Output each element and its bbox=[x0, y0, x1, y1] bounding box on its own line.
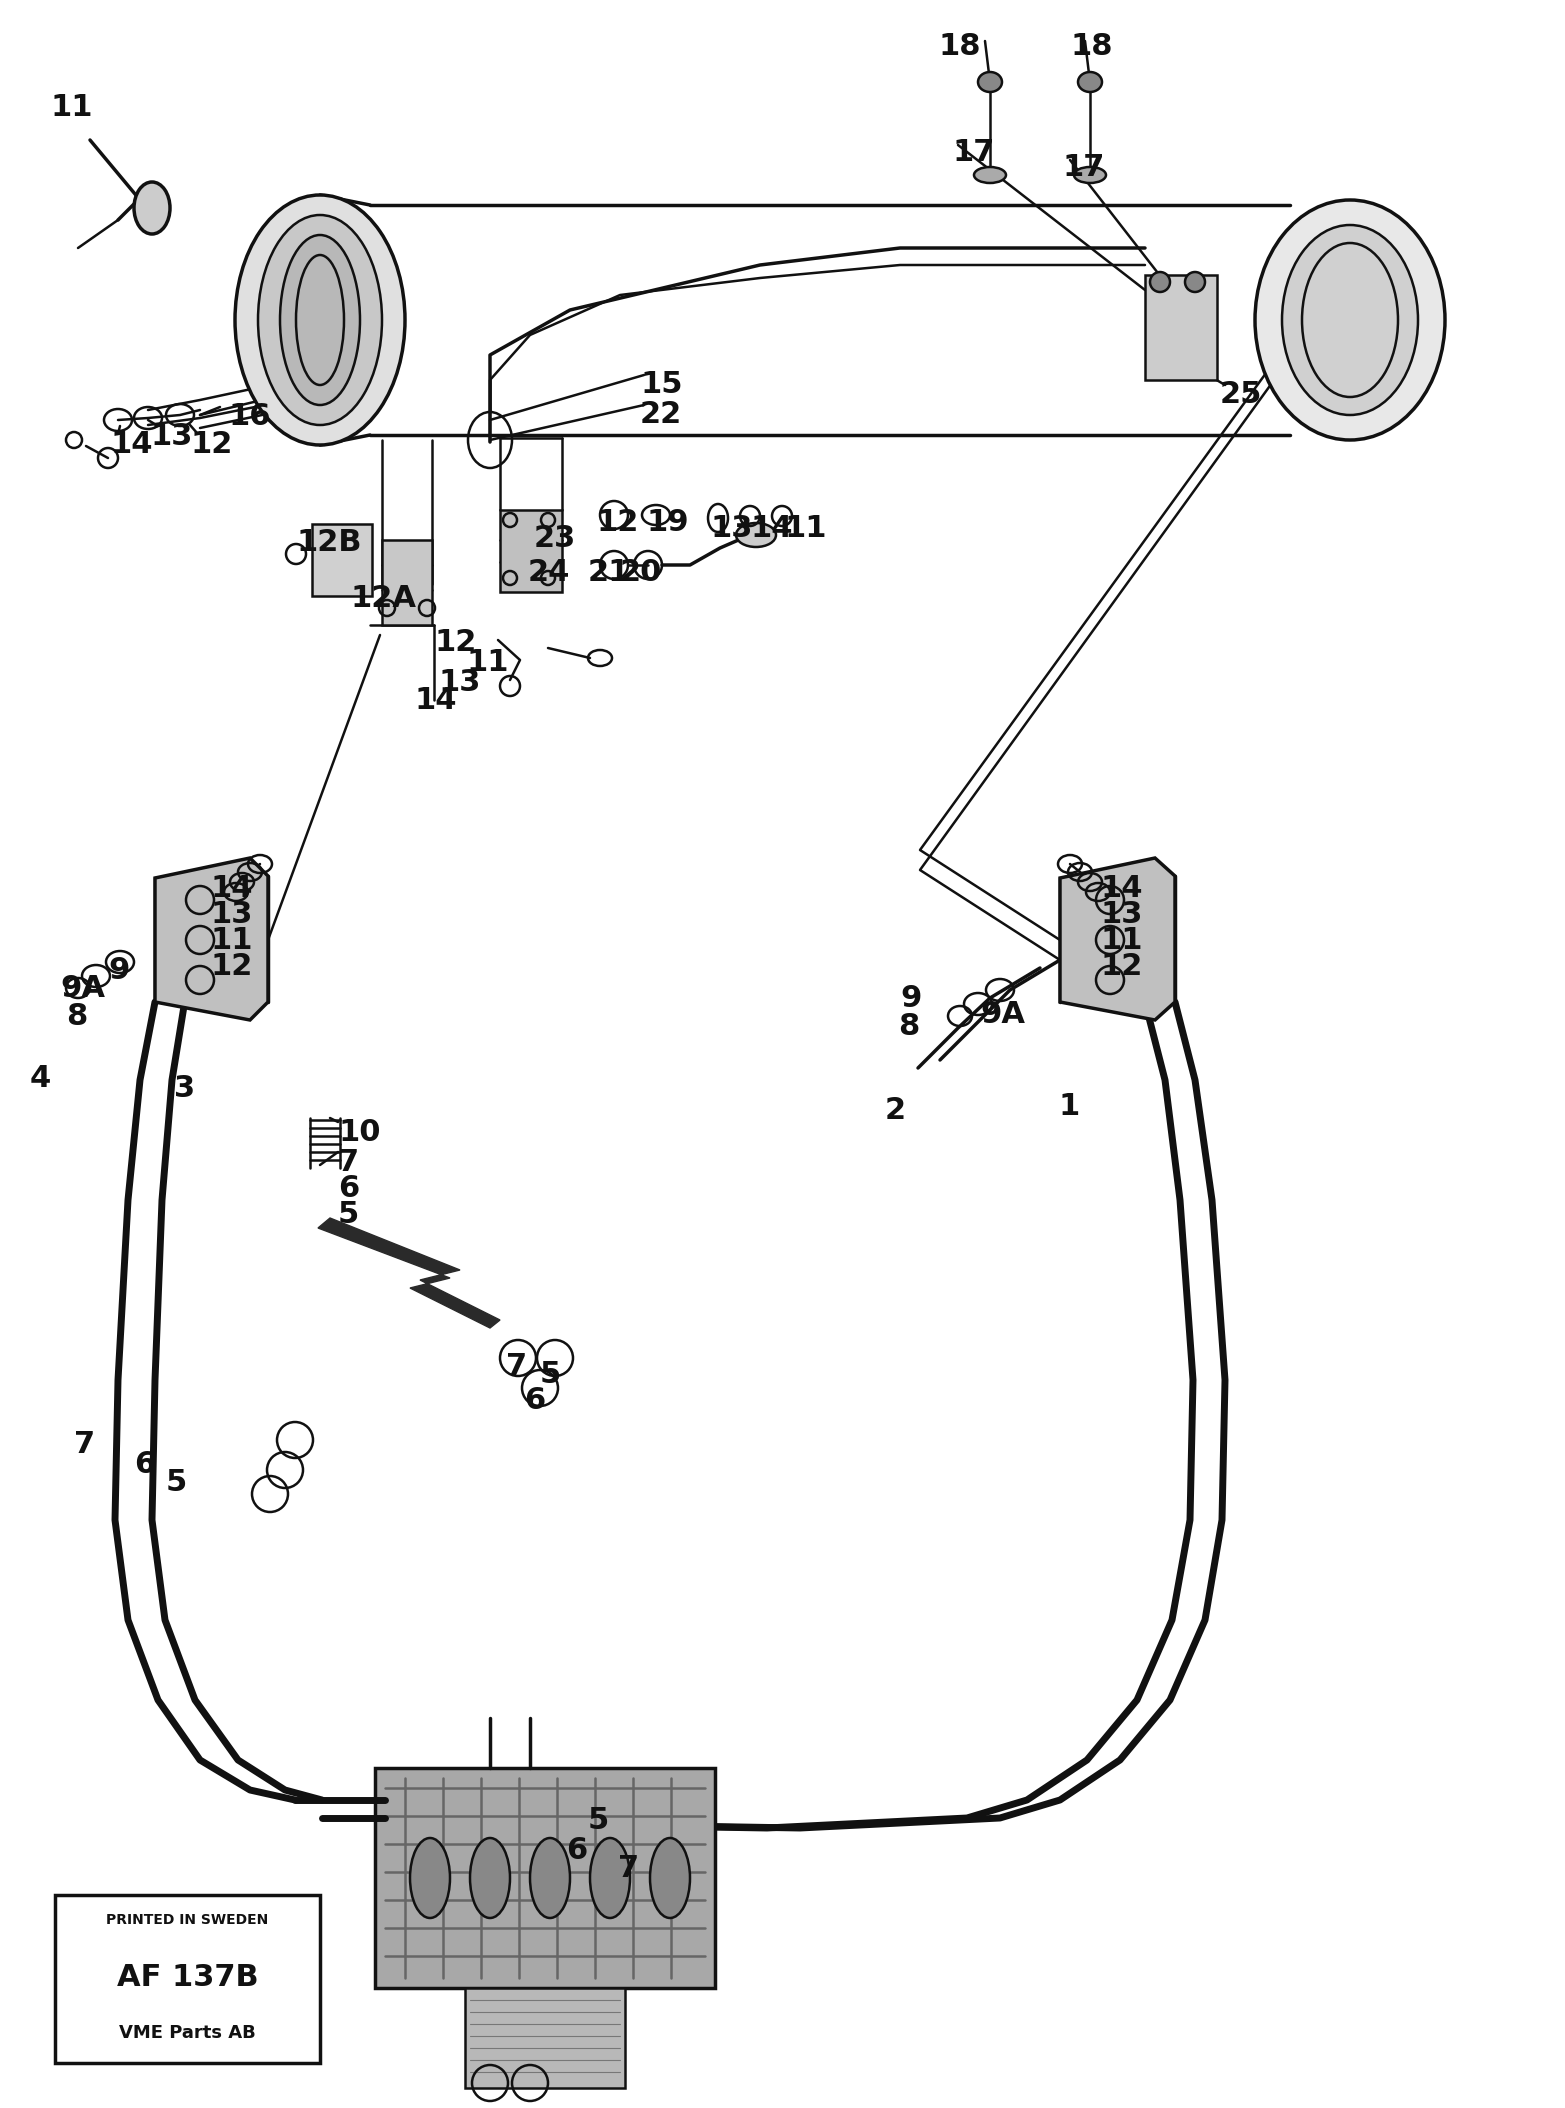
Text: 12: 12 bbox=[1100, 953, 1142, 980]
Text: 12: 12 bbox=[434, 628, 476, 658]
Text: 14: 14 bbox=[210, 875, 252, 902]
Text: 17: 17 bbox=[1063, 154, 1105, 181]
Text: 12A: 12A bbox=[351, 584, 416, 613]
Ellipse shape bbox=[135, 181, 171, 234]
Text: 11: 11 bbox=[784, 514, 826, 544]
Ellipse shape bbox=[1074, 167, 1106, 183]
Ellipse shape bbox=[410, 1838, 451, 1918]
Ellipse shape bbox=[973, 167, 1006, 183]
Bar bbox=[311, 525, 372, 597]
Text: 12: 12 bbox=[189, 430, 232, 460]
Ellipse shape bbox=[649, 1838, 690, 1918]
Text: 3: 3 bbox=[174, 1073, 196, 1102]
Text: 6: 6 bbox=[567, 1836, 587, 1866]
Text: 20: 20 bbox=[620, 559, 662, 586]
Ellipse shape bbox=[280, 234, 360, 405]
Text: 4: 4 bbox=[30, 1065, 52, 1094]
Polygon shape bbox=[1146, 274, 1218, 379]
Bar bbox=[55, 1895, 319, 2064]
Text: 11: 11 bbox=[210, 925, 252, 955]
Text: 5: 5 bbox=[338, 1199, 360, 1229]
Text: 21: 21 bbox=[588, 559, 631, 586]
Polygon shape bbox=[318, 1218, 499, 1328]
Text: 6: 6 bbox=[135, 1450, 155, 1480]
Text: 16: 16 bbox=[228, 403, 271, 430]
Text: 22: 22 bbox=[640, 401, 682, 430]
Bar bbox=[382, 540, 432, 624]
Ellipse shape bbox=[470, 1838, 510, 1918]
Text: 13: 13 bbox=[210, 900, 252, 930]
Text: 14: 14 bbox=[750, 514, 792, 544]
Ellipse shape bbox=[1150, 272, 1171, 293]
Text: 12B: 12B bbox=[296, 527, 362, 557]
Text: 11: 11 bbox=[1100, 925, 1142, 955]
Polygon shape bbox=[155, 858, 268, 1020]
Ellipse shape bbox=[590, 1838, 631, 1918]
Ellipse shape bbox=[1282, 226, 1418, 415]
Text: 18: 18 bbox=[937, 32, 981, 61]
Text: 8: 8 bbox=[898, 1012, 919, 1041]
Ellipse shape bbox=[1185, 272, 1205, 293]
Text: VME Parts AB: VME Parts AB bbox=[119, 2024, 255, 2043]
Text: 24: 24 bbox=[527, 559, 570, 586]
Text: 12: 12 bbox=[210, 953, 252, 980]
Text: 11: 11 bbox=[50, 93, 94, 122]
Text: 13: 13 bbox=[438, 668, 480, 698]
Ellipse shape bbox=[235, 196, 405, 445]
Ellipse shape bbox=[1078, 72, 1102, 93]
Text: 5: 5 bbox=[540, 1360, 562, 1389]
Text: PRINTED IN SWEDEN: PRINTED IN SWEDEN bbox=[106, 1914, 269, 1927]
Text: AF 137B: AF 137B bbox=[117, 1963, 258, 1992]
Text: 7: 7 bbox=[505, 1351, 527, 1381]
Text: 9A: 9A bbox=[59, 974, 105, 1003]
Bar bbox=[499, 510, 562, 592]
Bar bbox=[465, 1988, 624, 2089]
Text: 17: 17 bbox=[952, 137, 994, 167]
Text: 13: 13 bbox=[150, 422, 192, 451]
Polygon shape bbox=[1060, 858, 1175, 1020]
Ellipse shape bbox=[736, 523, 776, 546]
Text: 9: 9 bbox=[900, 984, 922, 1014]
Text: 7: 7 bbox=[338, 1149, 358, 1176]
Text: 18: 18 bbox=[1070, 32, 1113, 61]
Text: 10: 10 bbox=[338, 1117, 380, 1147]
Text: 14: 14 bbox=[415, 685, 457, 715]
Ellipse shape bbox=[258, 215, 382, 426]
Text: 9A: 9A bbox=[980, 999, 1025, 1029]
Ellipse shape bbox=[531, 1838, 570, 1918]
Text: 11: 11 bbox=[466, 647, 509, 677]
Ellipse shape bbox=[978, 72, 1002, 93]
Text: 5: 5 bbox=[166, 1467, 188, 1497]
Text: 8: 8 bbox=[66, 1001, 88, 1031]
Text: 6: 6 bbox=[524, 1385, 545, 1414]
Text: 12: 12 bbox=[596, 508, 639, 538]
Text: 1: 1 bbox=[1058, 1092, 1080, 1121]
Text: 13: 13 bbox=[711, 514, 753, 544]
Text: 9: 9 bbox=[108, 957, 130, 984]
Text: 13: 13 bbox=[1100, 900, 1142, 930]
Text: 23: 23 bbox=[534, 525, 576, 552]
Text: 15: 15 bbox=[640, 371, 682, 398]
Text: 7: 7 bbox=[618, 1855, 639, 1882]
Text: 25: 25 bbox=[1221, 379, 1263, 409]
Text: 2: 2 bbox=[884, 1096, 906, 1126]
Ellipse shape bbox=[1255, 200, 1444, 441]
Text: 14: 14 bbox=[110, 430, 152, 460]
Text: 7: 7 bbox=[74, 1429, 95, 1459]
Bar bbox=[376, 1769, 715, 1988]
Text: 6: 6 bbox=[338, 1174, 360, 1204]
Text: 5: 5 bbox=[588, 1807, 609, 1834]
Text: 14: 14 bbox=[1100, 875, 1142, 902]
Text: 19: 19 bbox=[646, 508, 689, 538]
